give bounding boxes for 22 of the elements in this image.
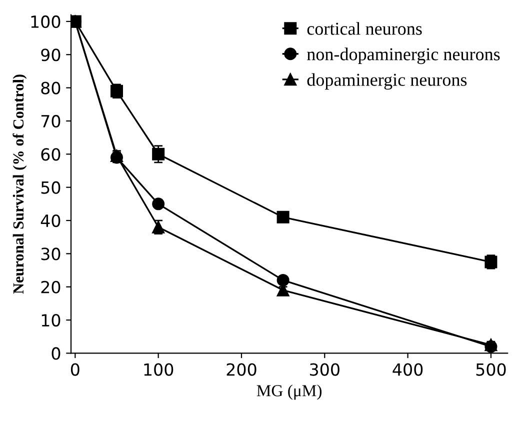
y-tick-label: 80: [41, 82, 60, 94]
y-axis-title: Neuronal Survival (% of Control): [12, 74, 27, 294]
y-tick-label: 10: [42, 314, 60, 327]
legend-label: cortical neurons: [307, 22, 422, 35]
legend-label: dopaminergic neurons: [307, 73, 467, 90]
x-tick-label: 200: [226, 363, 256, 376]
legend-label: non-dopaminergic neurons: [307, 48, 500, 64]
y-tick-label: 0: [52, 347, 60, 360]
y-tick-label: 30: [41, 248, 60, 260]
x-tick-label: 0: [70, 363, 80, 376]
x-tick-label: 500: [476, 363, 506, 376]
y-tick-label: 50: [41, 181, 60, 194]
y-tick-label: 100: [31, 15, 60, 28]
x-tick-label: 400: [392, 363, 423, 376]
y-tick-label: 40: [40, 214, 60, 228]
y-tick-label: 60: [41, 148, 60, 161]
y-tick-label: 20: [41, 280, 60, 294]
x-axis-title: MG (μM): [256, 384, 322, 400]
y-tick-label: 70: [41, 114, 60, 128]
y-tick-label: 90: [41, 48, 60, 62]
x-tick-label: 100: [144, 363, 174, 376]
x-tick-label: 300: [310, 363, 340, 376]
